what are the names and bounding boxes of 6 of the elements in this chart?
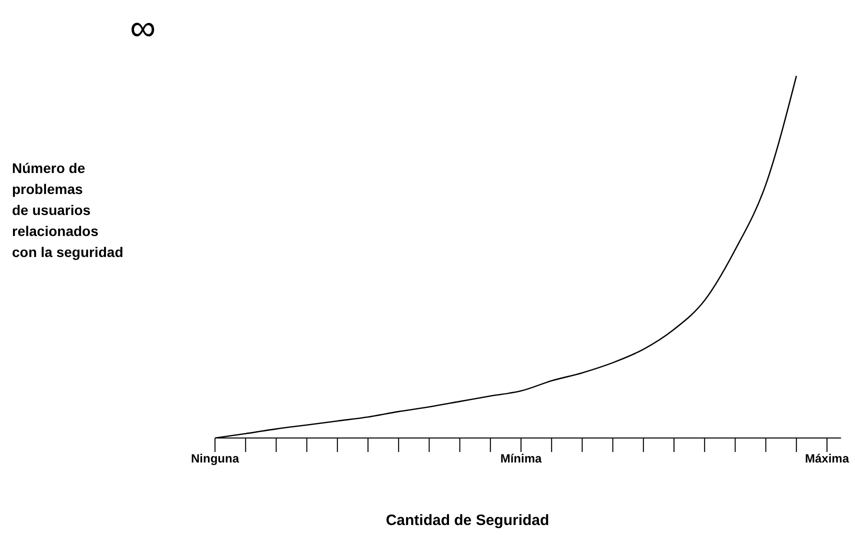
x-tick-label: Mínima — [500, 452, 542, 466]
y-axis-title: Número de problemas de usuarios relacionados con la seguridad — [12, 159, 124, 262]
x-axis-title: Cantidad de Seguridad — [384, 512, 550, 529]
text: ∞ — [130, 7, 156, 48]
x-tick-label: Máxima — [804, 452, 850, 466]
x-tick-label: Ninguna — [191, 452, 240, 466]
